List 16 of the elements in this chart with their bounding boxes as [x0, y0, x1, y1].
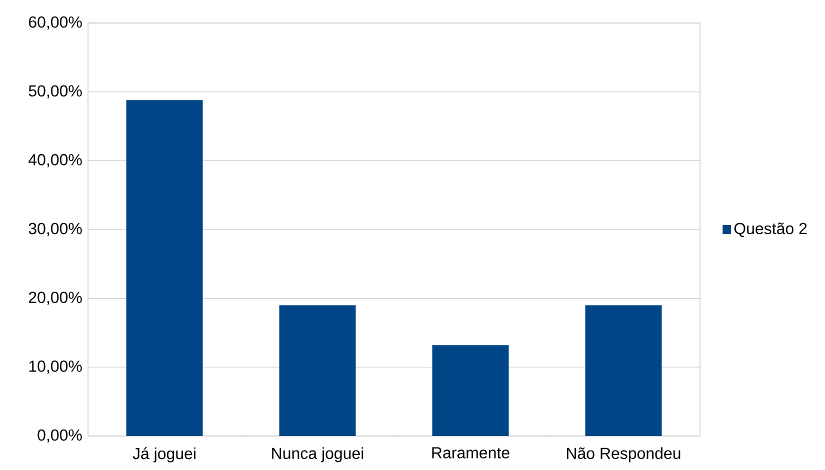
- y-tick-label: 60,00%: [28, 16, 82, 30]
- y-tick-label: 20,00%: [28, 292, 82, 305]
- y-tick-label: 40,00%: [28, 154, 82, 168]
- bar: [126, 100, 203, 436]
- bar: [279, 305, 356, 436]
- y-tick-label: 50,00%: [28, 85, 82, 98]
- x-tick-label: Não Respondeu: [566, 447, 680, 462]
- legend-label: Questão 2: [734, 222, 807, 238]
- bar: [432, 345, 509, 436]
- y-tick-label: 10,00%: [29, 360, 82, 374]
- bar: [585, 305, 662, 436]
- x-tick-label: Raramente: [432, 447, 510, 458]
- y-tick-label: 30,00%: [28, 222, 82, 236]
- y-tick-label: 0,00%: [38, 429, 82, 443]
- x-tick-label: Nunca joguei: [272, 447, 364, 462]
- x-tick-label: Já joguei: [132, 447, 196, 462]
